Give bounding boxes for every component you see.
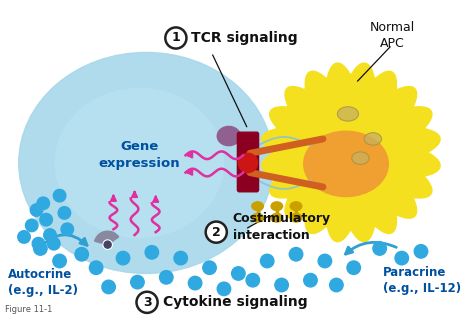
Text: Normal
APC: Normal APC bbox=[370, 21, 415, 50]
Circle shape bbox=[102, 280, 115, 294]
Circle shape bbox=[32, 237, 45, 250]
Circle shape bbox=[238, 153, 257, 172]
Circle shape bbox=[165, 27, 186, 48]
Circle shape bbox=[246, 274, 259, 287]
Circle shape bbox=[30, 204, 43, 216]
Circle shape bbox=[54, 189, 66, 202]
Ellipse shape bbox=[304, 131, 388, 197]
Circle shape bbox=[318, 254, 332, 268]
Circle shape bbox=[131, 276, 144, 289]
Circle shape bbox=[137, 292, 158, 313]
Circle shape bbox=[373, 242, 386, 255]
Text: Autocrine
(e.g., IL-2): Autocrine (e.g., IL-2) bbox=[8, 268, 78, 297]
Ellipse shape bbox=[252, 214, 264, 222]
Text: Cytokine signaling: Cytokine signaling bbox=[164, 295, 308, 309]
Circle shape bbox=[44, 229, 56, 241]
Ellipse shape bbox=[271, 202, 283, 211]
Circle shape bbox=[203, 261, 216, 275]
Ellipse shape bbox=[290, 202, 302, 211]
Circle shape bbox=[103, 240, 112, 249]
Wedge shape bbox=[95, 231, 118, 245]
Circle shape bbox=[217, 282, 231, 296]
Circle shape bbox=[395, 251, 409, 265]
Circle shape bbox=[47, 237, 60, 250]
Text: Paracrine
(e.g., IL-12): Paracrine (e.g., IL-12) bbox=[383, 266, 461, 295]
Ellipse shape bbox=[217, 126, 240, 146]
Circle shape bbox=[275, 278, 288, 292]
Circle shape bbox=[160, 271, 173, 284]
Polygon shape bbox=[262, 63, 440, 242]
Circle shape bbox=[145, 245, 159, 259]
Circle shape bbox=[58, 207, 71, 219]
Circle shape bbox=[232, 267, 245, 280]
Ellipse shape bbox=[19, 52, 273, 274]
Text: TCR signaling: TCR signaling bbox=[191, 31, 298, 45]
Circle shape bbox=[188, 276, 202, 290]
Circle shape bbox=[414, 245, 428, 258]
Text: 3: 3 bbox=[143, 296, 151, 309]
Ellipse shape bbox=[55, 89, 223, 237]
Circle shape bbox=[40, 214, 53, 226]
Text: Gene
expression: Gene expression bbox=[99, 140, 180, 170]
Circle shape bbox=[90, 261, 103, 275]
Text: 1: 1 bbox=[172, 32, 180, 45]
Circle shape bbox=[304, 274, 317, 287]
Circle shape bbox=[61, 223, 73, 235]
Circle shape bbox=[261, 254, 274, 268]
FancyBboxPatch shape bbox=[237, 132, 258, 192]
Circle shape bbox=[174, 251, 187, 265]
Ellipse shape bbox=[337, 107, 358, 121]
Circle shape bbox=[116, 251, 130, 265]
Circle shape bbox=[347, 261, 360, 275]
Circle shape bbox=[330, 278, 343, 292]
Circle shape bbox=[289, 247, 303, 261]
Circle shape bbox=[53, 254, 66, 268]
Text: Costimulatory
interaction: Costimulatory interaction bbox=[233, 212, 331, 242]
Circle shape bbox=[75, 247, 89, 261]
Text: Figure 11-1: Figure 11-1 bbox=[5, 305, 52, 314]
Ellipse shape bbox=[252, 202, 264, 211]
Ellipse shape bbox=[290, 214, 302, 222]
Circle shape bbox=[26, 219, 38, 232]
Circle shape bbox=[18, 231, 30, 243]
Circle shape bbox=[206, 222, 227, 243]
Ellipse shape bbox=[352, 152, 369, 164]
Ellipse shape bbox=[365, 133, 382, 145]
Circle shape bbox=[34, 242, 47, 255]
Circle shape bbox=[37, 197, 49, 210]
Ellipse shape bbox=[271, 214, 283, 222]
Text: 2: 2 bbox=[212, 226, 220, 239]
